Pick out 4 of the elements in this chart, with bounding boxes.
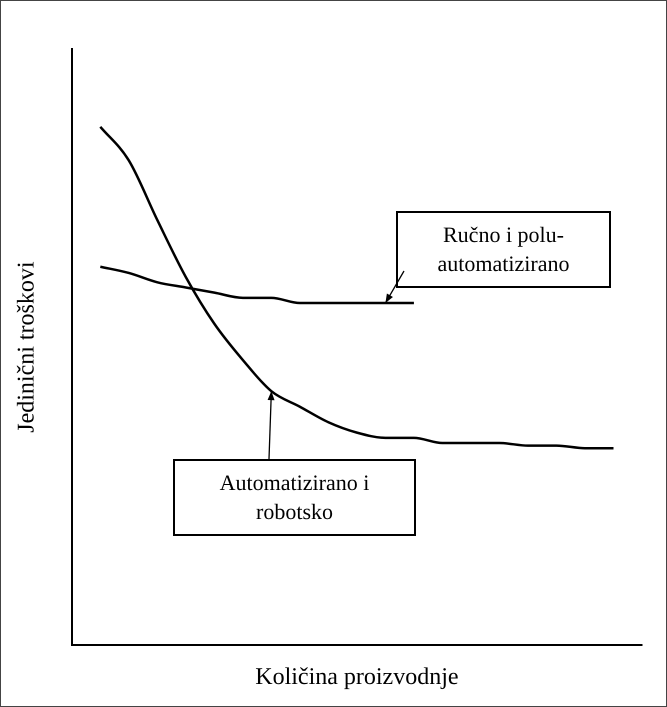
y-axis-title: Jedinični troškovi — [14, 261, 40, 433]
label-box: Automatizirano i robotsko — [173, 459, 416, 536]
label-box: Ručno i polu-automatizirano — [396, 211, 611, 288]
x-axis-title: Količina proizvodnje — [255, 664, 459, 690]
